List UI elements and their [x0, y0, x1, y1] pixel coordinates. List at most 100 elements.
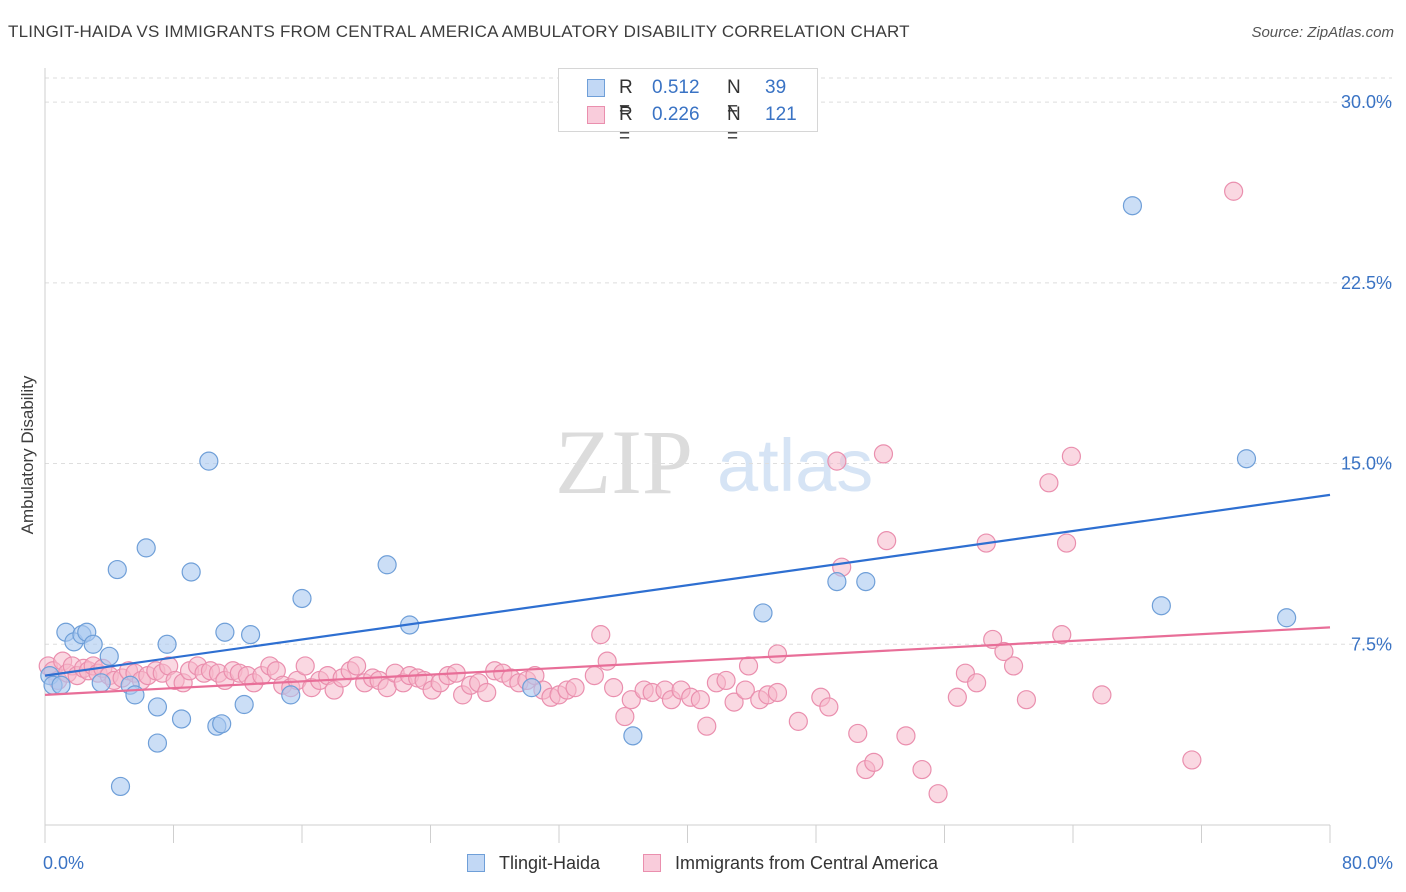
watermark: ZIP atlas: [555, 411, 873, 513]
data-point-central-america: [928, 784, 948, 804]
data-point-tlingit-haida: [241, 625, 261, 645]
chart-title: TLINGIT-HAIDA VS IMMIGRANTS FROM CENTRAL…: [8, 22, 910, 41]
y-tick-label: 30.0%: [1341, 92, 1392, 112]
watermark-zip: ZIP: [555, 411, 693, 513]
source-credit[interactable]: Source: ZipAtlas.com: [1251, 24, 1394, 41]
data-point-central-america: [735, 680, 755, 700]
data-point-central-america: [819, 697, 839, 717]
data-point-central-america: [738, 656, 759, 676]
data-point-tlingit-haida: [827, 572, 847, 592]
data-point-central-america: [767, 682, 788, 703]
data-point-central-america: [1003, 656, 1024, 676]
y-tick-label: 22.5%: [1341, 273, 1392, 293]
trend-lines: [44, 493, 1331, 696]
data-point-central-america: [1061, 446, 1081, 466]
data-point-tlingit-haida: [181, 562, 201, 582]
data-point-central-america: [788, 711, 808, 731]
y-tick-label: 7.5%: [1351, 634, 1392, 654]
data-point-tlingit-haida: [110, 776, 131, 797]
data-point-tlingit-haida: [753, 603, 773, 623]
data-point-central-america: [1056, 533, 1077, 553]
data-point-central-america: [767, 644, 788, 664]
data-point-central-america: [724, 692, 744, 712]
tlingit-haida-points: [40, 196, 1297, 797]
data-point-central-america: [873, 444, 894, 464]
data-point-central-america: [1182, 750, 1202, 770]
correlation-legend: R = 0.512 N = 39 R = 0.226 N = 121: [558, 68, 818, 147]
data-point-central-america: [1092, 685, 1112, 705]
data-point-tlingit-haida: [171, 709, 192, 729]
data-point-central-america: [621, 690, 641, 710]
legend-n-label: N =: [727, 77, 741, 120]
legend-r-label: R =: [619, 104, 633, 147]
data-point-central-america: [947, 687, 967, 707]
trend-line-central-america: [44, 626, 1331, 696]
trend-line-tlingit-haida: [44, 493, 1331, 677]
data-point-tlingit-haida: [1122, 196, 1143, 216]
legend-r-value: 0.226: [652, 104, 700, 125]
x-tick-labels: 0.0% 80.0%: [43, 853, 1393, 873]
data-point-tlingit-haida: [136, 538, 156, 558]
data-point-tlingit-haida: [199, 451, 219, 471]
data-point-tlingit-haida: [623, 726, 643, 746]
data-point-tlingit-haida: [1277, 608, 1297, 628]
data-point-central-america: [994, 641, 1014, 662]
bottom-legend-swatch-tlingit-haida: [467, 854, 485, 872]
data-point-central-america: [347, 656, 367, 676]
data-point-tlingit-haida: [856, 572, 876, 592]
legend-r-label: R =: [619, 77, 633, 120]
data-point-central-america: [1052, 625, 1072, 645]
data-point-central-america: [477, 682, 497, 703]
data-point-tlingit-haida: [107, 559, 127, 580]
y-tick-label: 15.0%: [1341, 454, 1392, 474]
data-point-central-america: [565, 678, 585, 698]
data-point-tlingit-haida: [522, 678, 542, 698]
data-point-tlingit-haida: [1151, 596, 1171, 616]
data-point-tlingit-haida: [147, 733, 168, 753]
data-point-tlingit-haida: [234, 694, 254, 715]
data-point-tlingit-haida: [99, 646, 119, 666]
data-point-central-america: [591, 625, 611, 645]
legend-swatch-tlingit-haida: [587, 79, 605, 97]
data-point-tlingit-haida: [157, 634, 177, 654]
data-point-tlingit-haida: [91, 673, 111, 693]
data-point-central-america: [848, 723, 868, 744]
data-point-tlingit-haida: [212, 714, 232, 734]
data-point-central-america: [690, 690, 710, 710]
data-point-tlingit-haida: [215, 622, 235, 642]
data-point-central-america: [864, 752, 884, 772]
legend-n-label: N =: [727, 104, 741, 147]
x-tick-label: 0.0%: [43, 853, 84, 873]
legend-n-value: 121: [765, 104, 797, 125]
data-point-tlingit-haida: [147, 697, 168, 717]
data-point-central-america: [295, 656, 315, 676]
y-tick-labels: 7.5% 15.0% 22.5% 30.0%: [1341, 92, 1392, 654]
data-point-central-america: [604, 678, 624, 698]
data-point-central-america: [716, 670, 736, 691]
data-point-tlingit-haida: [377, 555, 397, 575]
data-point-central-america: [1039, 473, 1059, 493]
data-point-central-america: [967, 673, 987, 693]
central-america-points: [38, 181, 1244, 804]
data-point-central-america: [912, 759, 932, 780]
data-point-tlingit-haida: [281, 685, 301, 705]
legend-n-value: 39: [765, 77, 787, 98]
data-point-central-america: [597, 651, 617, 671]
data-point-central-america: [896, 726, 916, 746]
data-point-central-america: [877, 531, 897, 551]
data-point-central-america: [697, 716, 717, 736]
data-point-central-america: [1224, 181, 1244, 201]
data-point-central-america: [827, 451, 847, 471]
legend-r-value: 0.512: [652, 77, 700, 98]
watermark-atlas: atlas: [717, 424, 873, 507]
legend-swatch-central-america: [587, 106, 605, 124]
data-point-central-america: [615, 706, 635, 727]
bottom-legend-label-tlingit-haida: Tlingit-Haida: [499, 853, 601, 873]
bottom-legend-label-central-america: Immigrants from Central America: [675, 853, 939, 873]
axes: [44, 68, 1331, 843]
data-point-tlingit-haida: [125, 685, 145, 705]
data-point-central-america: [584, 665, 604, 686]
data-point-central-america: [1016, 690, 1037, 710]
bottom-legend-swatch-central-america: [643, 854, 661, 872]
